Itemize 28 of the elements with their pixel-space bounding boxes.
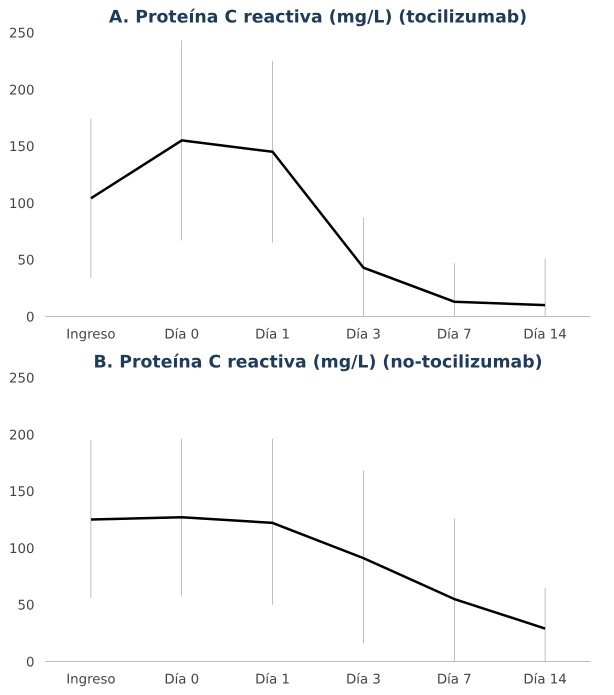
- line-series: [90, 516, 546, 630]
- y-tick-label: 150: [9, 485, 35, 500]
- y-tick-label: 250: [9, 372, 35, 386]
- x-tick-label: Ingreso: [66, 672, 116, 688]
- x-tick-label: Día 14: [523, 328, 567, 342]
- y-tick-label: 250: [9, 26, 35, 42]
- y-tick-label: 100: [9, 196, 35, 212]
- x-tick-label: Día 0: [164, 328, 200, 342]
- x-tick-label: Día 1: [255, 328, 290, 342]
- y-tick-label: 50: [18, 598, 35, 614]
- y-tick-label: 150: [9, 140, 35, 156]
- x-tick-label: Día 7: [436, 328, 472, 342]
- x-tick-label: Ingreso: [66, 328, 116, 342]
- y-tick-label: 50: [18, 254, 35, 269]
- y-tick-label: 100: [9, 542, 35, 557]
- y-tick-label: 0: [26, 310, 35, 326]
- chart-title: A. Proteína C reactiva (mg/L) (tocilizumab): [108, 8, 528, 28]
- x-tick-label: Día 14: [523, 672, 567, 688]
- x-tick-label: Día 3: [346, 672, 381, 688]
- y-tick-label: 0: [26, 656, 35, 670]
- x-tick-label: Día 3: [346, 328, 381, 342]
- y-tick-label: 200: [9, 83, 35, 98]
- y-tick-label: 200: [9, 428, 35, 444]
- x-tick-label: Día 1: [255, 672, 290, 688]
- chart-title: B. Proteína C reactiva (mg/L) (no-tocilizumab): [93, 352, 543, 372]
- x-tick-label: Día 0: [164, 672, 200, 688]
- x-tick-label: Día 7: [436, 672, 472, 688]
- line-series: [90, 139, 546, 306]
